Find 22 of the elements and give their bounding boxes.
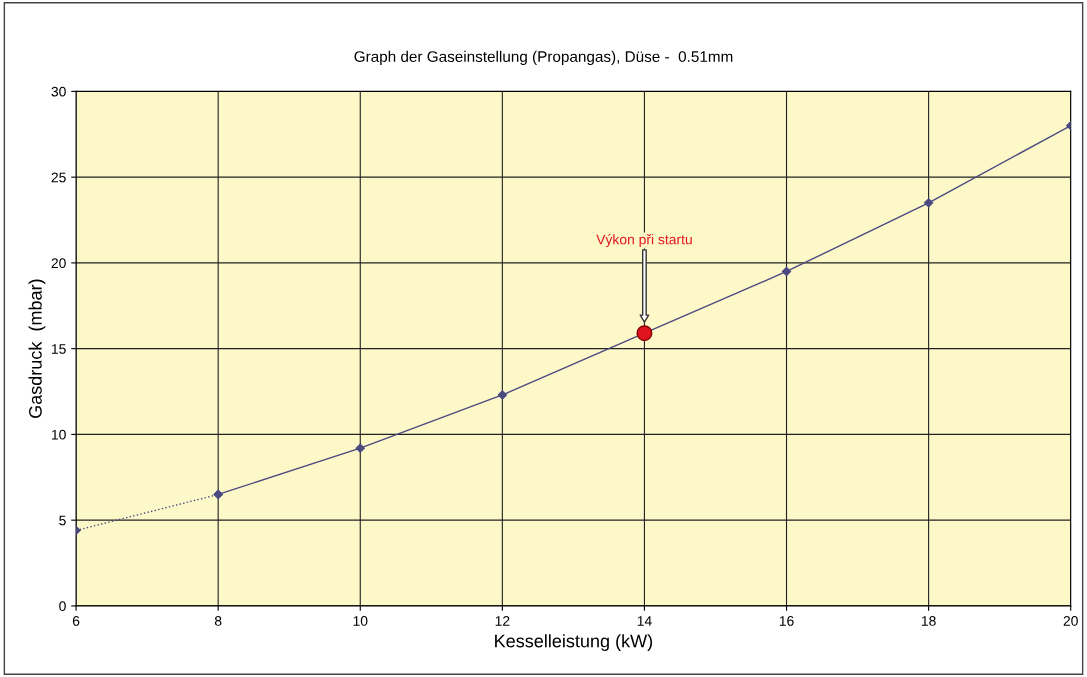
y-tick-label: 30: [51, 86, 66, 97]
chart-title: Graph der Gaseinstellung (Propangas), Düse - 0.51mm: [354, 50, 733, 66]
point: [355, 443, 365, 453]
y-tick-label: 15: [51, 344, 66, 354]
annotation: Výkon při startu: [596, 234, 692, 248]
y-tick-label: 25: [51, 172, 66, 183]
y-axis-title: Gasdruck (mbar): [28, 279, 46, 418]
x-tick-label: 12: [495, 616, 510, 626]
y-tick-label: 0: [59, 601, 66, 612]
x-tick-label: 16: [779, 616, 794, 626]
y-tick-label: 20: [51, 258, 66, 269]
y-tick-label: 5: [59, 515, 66, 526]
x-tick-label: 8: [214, 616, 222, 626]
point: [923, 198, 934, 208]
point: [497, 390, 507, 400]
x-axis-title: Kesselleistung (kW): [495, 634, 653, 651]
x-tick-label: 6: [72, 616, 80, 626]
x-tick-label: 20: [1063, 616, 1078, 626]
x-tick-label: 18: [921, 616, 936, 626]
x-tick-label: 10: [353, 616, 368, 626]
y-tick-label: 10: [51, 429, 66, 440]
x-tick-label: 14: [637, 616, 652, 626]
